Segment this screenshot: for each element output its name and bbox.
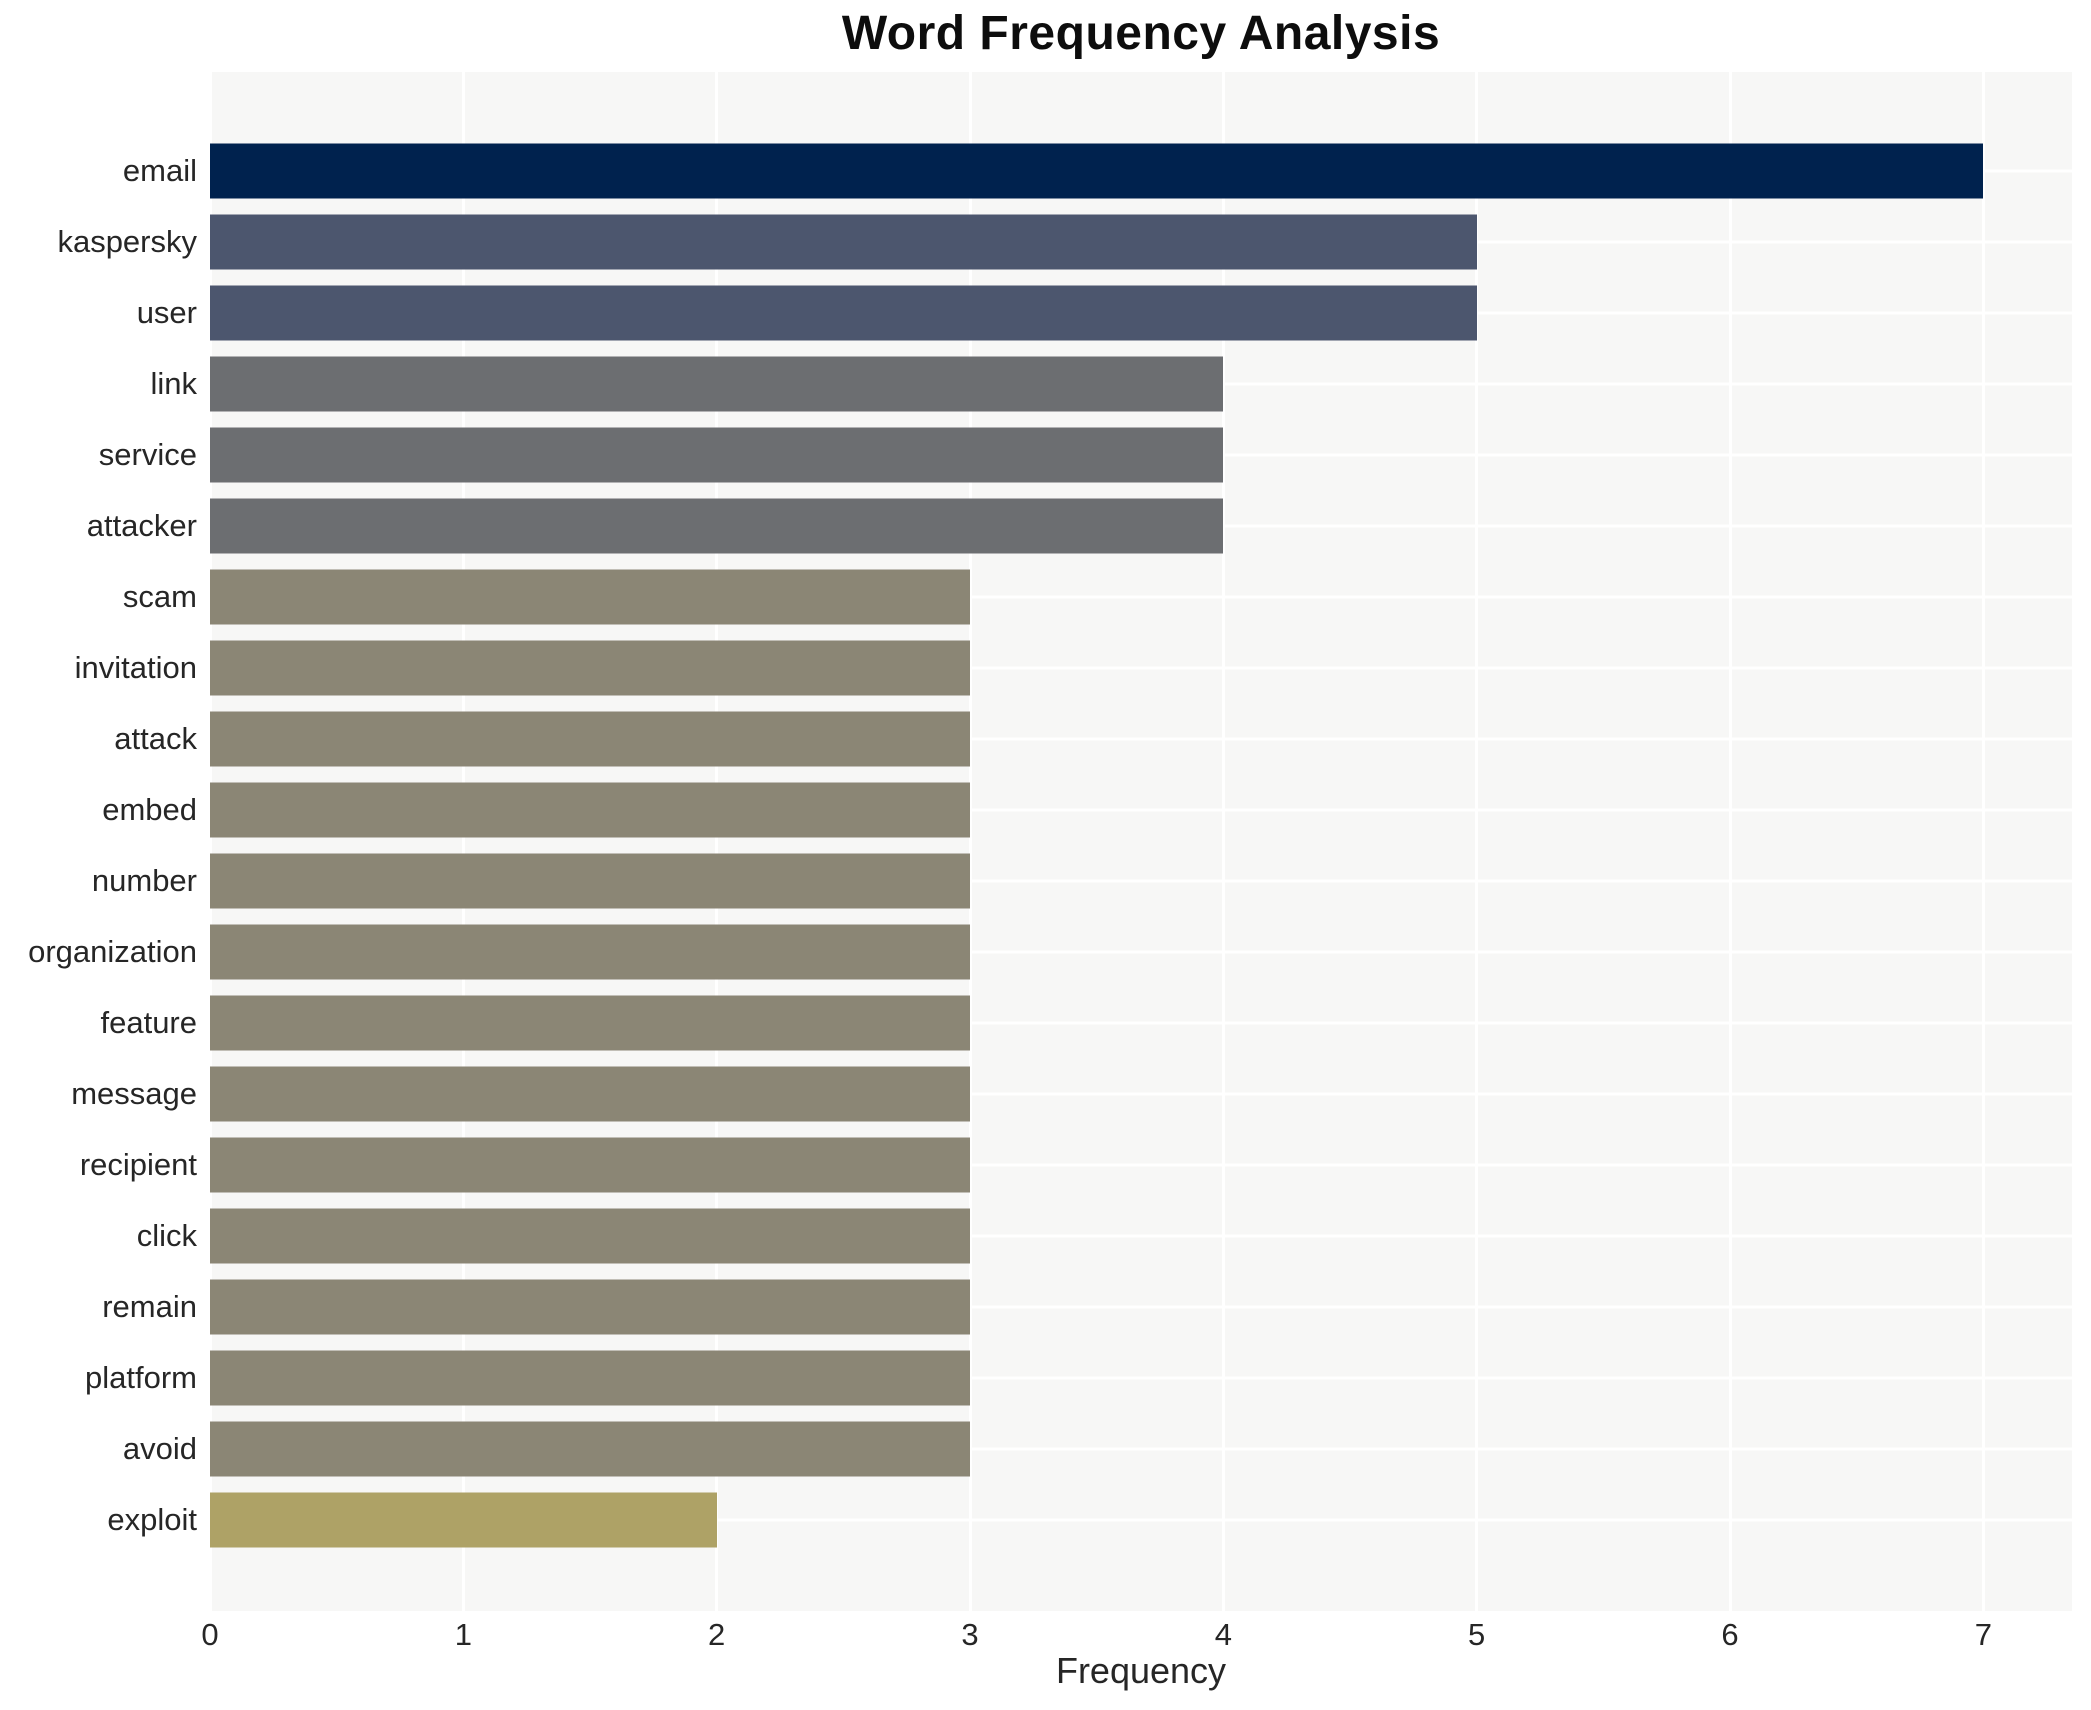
bar-row: remain bbox=[102, 1272, 2072, 1343]
bar-row: attack bbox=[114, 703, 2072, 774]
bar bbox=[210, 427, 1224, 483]
h-gridline bbox=[210, 1234, 2072, 1238]
bar bbox=[210, 711, 970, 767]
y-axis-label: scam bbox=[122, 578, 197, 614]
bar bbox=[210, 1279, 970, 1335]
bar-row: email bbox=[123, 135, 2072, 206]
vertical-gridline bbox=[1981, 72, 1985, 1611]
y-axis-label: attacker bbox=[86, 507, 197, 543]
y-axis-label: embed bbox=[102, 791, 197, 827]
h-gridline bbox=[210, 1305, 2072, 1309]
h-gridline bbox=[210, 808, 2072, 812]
y-axis-label: message bbox=[71, 1076, 197, 1112]
bar bbox=[210, 853, 970, 909]
x-axis-ticks: 0 1 2 3 4 5 6 7 bbox=[201, 1617, 2072, 1653]
x-tick-label: 6 bbox=[1721, 1617, 1739, 1652]
bar bbox=[210, 214, 1477, 270]
bar-row: number bbox=[92, 845, 2072, 916]
x-tick-label: 1 bbox=[454, 1617, 472, 1652]
bar bbox=[210, 143, 1984, 199]
y-axis-label: link bbox=[150, 365, 197, 401]
bar bbox=[210, 498, 1224, 554]
vertical-gridline bbox=[208, 72, 212, 1611]
bar-row: scam bbox=[123, 561, 2072, 632]
x-tick-label: 2 bbox=[708, 1617, 726, 1652]
chart-title: Word Frequency Analysis bbox=[841, 7, 1441, 60]
bar-row: attacker bbox=[87, 490, 2072, 561]
y-axis-label: recipient bbox=[79, 1147, 197, 1183]
x-tick-label: 4 bbox=[1214, 1617, 1232, 1652]
y-axis-label: kaspersky bbox=[57, 223, 197, 259]
h-gridline bbox=[210, 1092, 2072, 1096]
y-axis-label: invitation bbox=[74, 649, 197, 685]
bar bbox=[210, 1066, 970, 1122]
bar bbox=[210, 1492, 717, 1548]
h-gridline bbox=[210, 1163, 2072, 1167]
bar-row: avoid bbox=[123, 1414, 2072, 1485]
vertical-gridline bbox=[1475, 72, 1479, 1611]
y-axis-label: avoid bbox=[122, 1431, 197, 1467]
bar-row: platform bbox=[85, 1343, 2072, 1414]
bar bbox=[210, 356, 1224, 412]
h-gridline bbox=[210, 1021, 2072, 1025]
h-gridline bbox=[210, 666, 2072, 670]
bar-row: click bbox=[137, 1201, 2072, 1272]
bar-row: embed bbox=[102, 774, 2072, 845]
vertical-gridline bbox=[1221, 72, 1225, 1611]
x-axis-label: Frequency bbox=[1055, 1650, 1227, 1691]
bar-rows: email kaspersky user link service attack… bbox=[28, 72, 2072, 1611]
y-axis-label: number bbox=[91, 862, 197, 898]
bar bbox=[210, 1421, 970, 1477]
bar-row: message bbox=[71, 1059, 2072, 1130]
h-gridline bbox=[210, 595, 2072, 599]
y-axis-label: user bbox=[136, 294, 197, 330]
y-axis-label: remain bbox=[102, 1289, 197, 1325]
bar-row: service bbox=[99, 419, 2072, 490]
y-axis-label: attack bbox=[114, 720, 197, 756]
vertical-gridline bbox=[1728, 72, 1732, 1611]
bar bbox=[210, 640, 970, 696]
bar bbox=[210, 924, 970, 980]
x-tick-label: 7 bbox=[1974, 1617, 1992, 1652]
h-gridline bbox=[210, 1518, 2072, 1522]
x-tick-label: 3 bbox=[961, 1617, 979, 1652]
y-axis-label: click bbox=[136, 1218, 197, 1254]
y-axis-label: organization bbox=[28, 934, 197, 970]
bar-row: organization bbox=[28, 917, 2072, 988]
bar-row: kaspersky bbox=[57, 206, 2072, 277]
y-axis-label: service bbox=[98, 436, 197, 472]
y-axis-label: exploit bbox=[107, 1502, 197, 1538]
x-tick-label: 5 bbox=[1468, 1617, 1486, 1652]
y-axis-label: email bbox=[122, 152, 197, 188]
y-axis-label: feature bbox=[100, 1005, 197, 1041]
vertical-gridline bbox=[715, 72, 719, 1611]
bar-row: link bbox=[150, 348, 2072, 419]
bar-row: feature bbox=[100, 988, 2072, 1059]
bar bbox=[210, 1208, 970, 1264]
bar-row: exploit bbox=[107, 1485, 2072, 1556]
vertical-gridline bbox=[968, 72, 972, 1611]
bar-row: recipient bbox=[80, 1130, 2072, 1201]
bar bbox=[210, 995, 970, 1051]
plot-area: email kaspersky user link service attack… bbox=[28, 72, 2072, 1611]
bar bbox=[210, 285, 1477, 341]
h-gridline bbox=[210, 1376, 2072, 1380]
bar bbox=[210, 1350, 970, 1406]
vertical-gridline bbox=[461, 72, 465, 1611]
h-gridline bbox=[210, 879, 2072, 883]
h-gridline bbox=[210, 737, 2072, 741]
bar-row: invitation bbox=[75, 632, 2072, 703]
bar-row: user bbox=[137, 277, 2072, 348]
bar bbox=[210, 782, 970, 838]
bar bbox=[210, 1137, 970, 1193]
y-axis-label: platform bbox=[85, 1360, 197, 1396]
h-gridline bbox=[210, 1447, 2072, 1451]
x-tick-label: 0 bbox=[201, 1617, 219, 1652]
bar bbox=[210, 569, 970, 625]
h-gridline bbox=[210, 950, 2072, 954]
